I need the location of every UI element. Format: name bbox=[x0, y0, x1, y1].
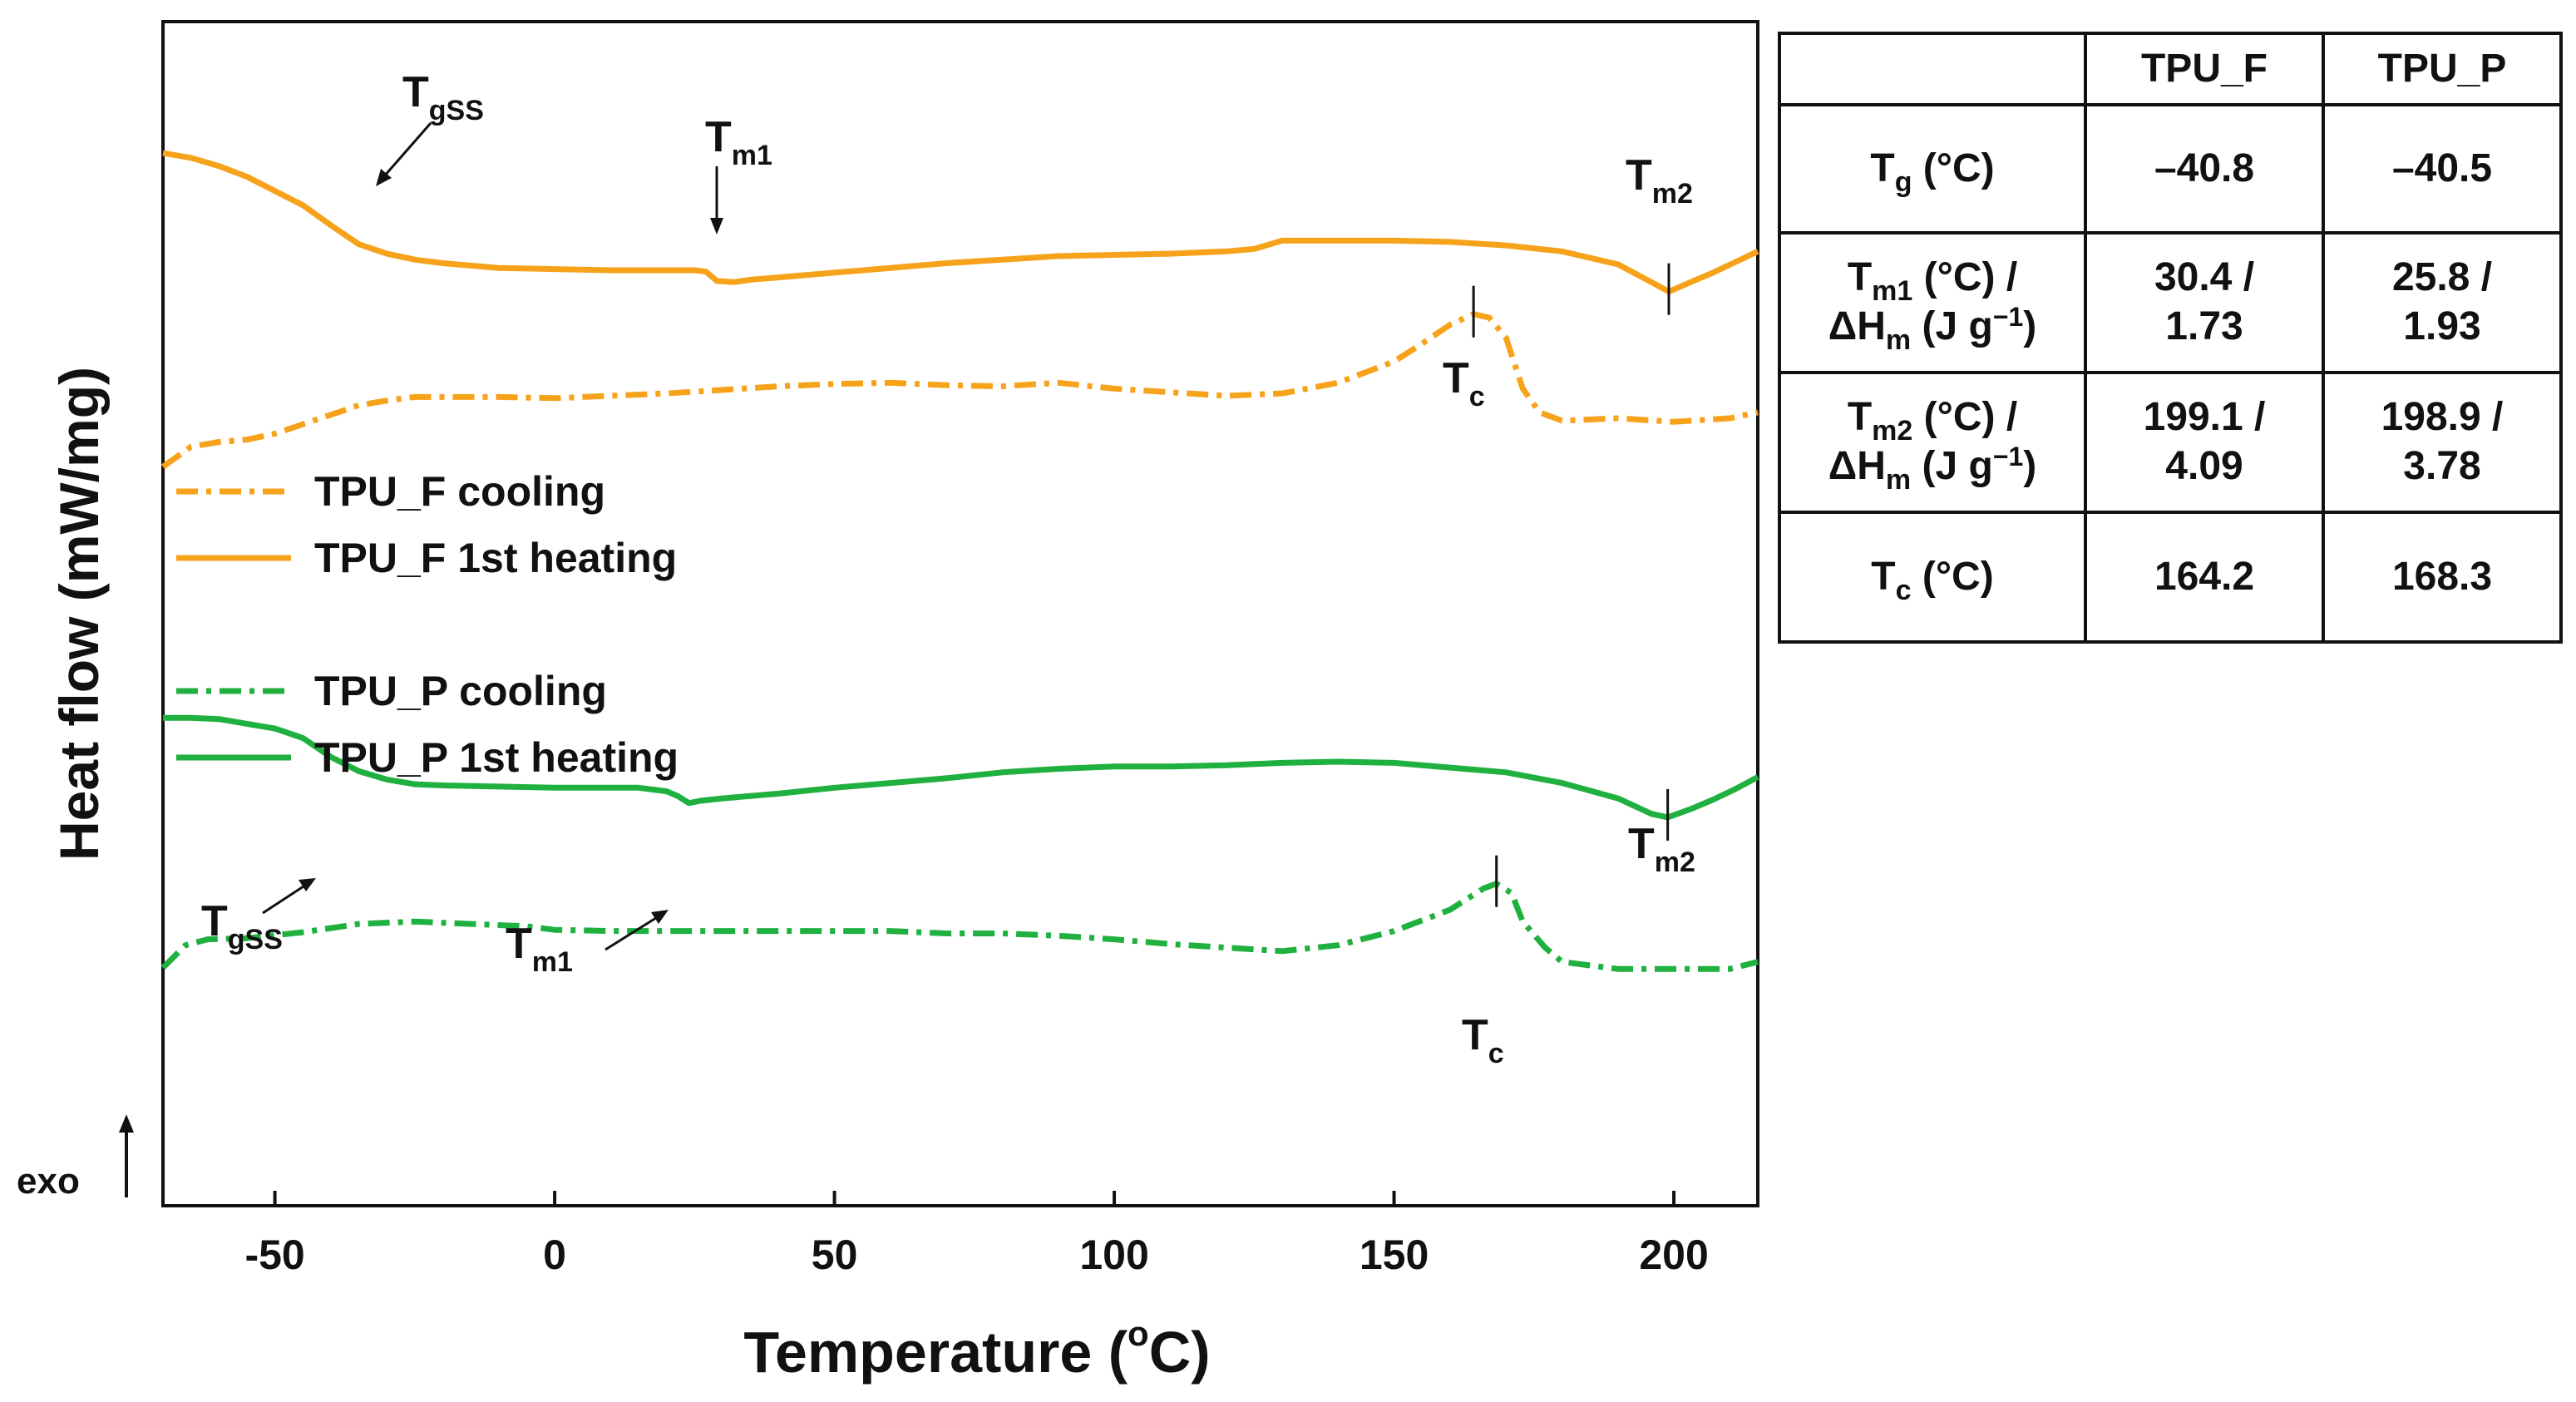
annot-f-tm1: Tm1 bbox=[705, 113, 772, 171]
cell-tg-f: –40.8 bbox=[2084, 103, 2325, 234]
cell-tm2-p: 198.9 /3.78 bbox=[2322, 371, 2563, 514]
legend-label-f-heating: TPU_F 1st heating bbox=[314, 535, 677, 581]
peak-markers bbox=[1472, 263, 1670, 907]
annot-p-tm1: Tm1 bbox=[506, 920, 573, 978]
plot-frame bbox=[161, 20, 1759, 1207]
series-line-tpu-f-cooling bbox=[160, 311, 1759, 470]
arrow-p-tm1-head-icon bbox=[651, 910, 669, 924]
legend: TPU_F cooling TPU_F 1st heating TPU_P co… bbox=[176, 468, 679, 781]
arrow-p-tm1-icon bbox=[605, 915, 659, 951]
table-header-row: TPU_F TPU_P bbox=[1778, 32, 2563, 106]
x-tick-label: 200 bbox=[1639, 1232, 1708, 1278]
series-line-tpu-p-1st-heating bbox=[163, 714, 1759, 821]
cell-tc-f: 164.2 bbox=[2084, 511, 2325, 644]
cell-tm1-p: 25.8 /1.93 bbox=[2322, 231, 2563, 374]
x-axis-label: Temperature (oC) bbox=[743, 1314, 1210, 1385]
arrow-p-tgss-icon bbox=[262, 883, 307, 915]
legend-label-p-cooling: TPU_P cooling bbox=[314, 668, 607, 714]
arrow-p-tgss-head-icon bbox=[299, 878, 316, 891]
exo-label: exo bbox=[17, 1161, 80, 1202]
table-header-blank bbox=[1778, 32, 2087, 106]
x-tick-label: 100 bbox=[1079, 1232, 1148, 1278]
table-header-tpu-p: TPU_P bbox=[2322, 32, 2563, 106]
x-tick-label: 150 bbox=[1360, 1232, 1429, 1278]
table-row-tg: Tg (°C) –40.8 –40.5 bbox=[1778, 103, 2563, 234]
x-tick-label: 50 bbox=[812, 1232, 858, 1278]
cell-tm1-f: 30.4 /1.73 bbox=[2084, 231, 2325, 374]
thermal-properties-table: TPU_F TPU_P Tg (°C) –40.8 –40.5 Tm1 (°C)… bbox=[1778, 32, 2563, 644]
row-label-tm1: Tm1 (°C) / ΔHm (J g−1) bbox=[1778, 231, 2087, 374]
cell-tg-p: –40.5 bbox=[2322, 103, 2563, 234]
annot-p-tc: Tc bbox=[1462, 1011, 1504, 1069]
y-axis-label: Heat flow (mW/mg) bbox=[48, 367, 110, 861]
series-line-tpu-p-cooling bbox=[160, 881, 1759, 972]
cell-tm2-f: 199.1 /4.09 bbox=[2084, 371, 2325, 514]
table-row-tm2: Tm2 (°C) / ΔHm (J g−1) 199.1 /4.09 198.9 … bbox=[1778, 371, 2563, 514]
table-row-tc: Tc (°C) 164.2 168.3 bbox=[1778, 511, 2563, 644]
x-tick-label: 0 bbox=[543, 1232, 566, 1278]
cell-tc-p: 168.3 bbox=[2322, 511, 2563, 644]
arrow-f-tgss-icon bbox=[382, 122, 432, 177]
annot-f-tc: Tc bbox=[1443, 354, 1485, 412]
annot-p-tgss: TgSS bbox=[201, 897, 283, 955]
row-label-tm2: Tm2 (°C) / ΔHm (J g−1) bbox=[1778, 371, 2087, 514]
table-header-tpu-f: TPU_F bbox=[2084, 32, 2325, 106]
annotation-arrows bbox=[262, 122, 723, 951]
row-label-tg: Tg (°C) bbox=[1778, 103, 2087, 234]
dsc-chart: Heat flow (mW/mg) exo Temperature (oC) -… bbox=[17, 20, 1759, 1385]
legend-label-p-heating: TPU_P 1st heating bbox=[314, 734, 679, 781]
exo-arrow-head-icon bbox=[119, 1114, 134, 1133]
table-row-tm1: Tm1 (°C) / ΔHm (J g−1) 30.4 /1.73 25.8 /1… bbox=[1778, 231, 2563, 374]
annot-f-tgss: TgSS bbox=[402, 68, 484, 126]
x-tick-label: -50 bbox=[244, 1232, 304, 1278]
arrow-f-tm1-head-icon bbox=[710, 218, 723, 234]
row-label-tc: Tc (°C) bbox=[1778, 511, 2087, 644]
series-group bbox=[160, 150, 1759, 972]
annot-p-tm2: Tm2 bbox=[1628, 820, 1695, 878]
arrow-f-tgss-head-icon bbox=[376, 169, 392, 186]
series-line-tpu-f-1st-heating bbox=[162, 150, 1759, 295]
annot-f-tm2: Tm2 bbox=[1626, 151, 1693, 210]
x-ticks: -50 0 50 100 150 200 bbox=[244, 1191, 1709, 1278]
legend-label-f-cooling: TPU_F cooling bbox=[314, 468, 605, 515]
